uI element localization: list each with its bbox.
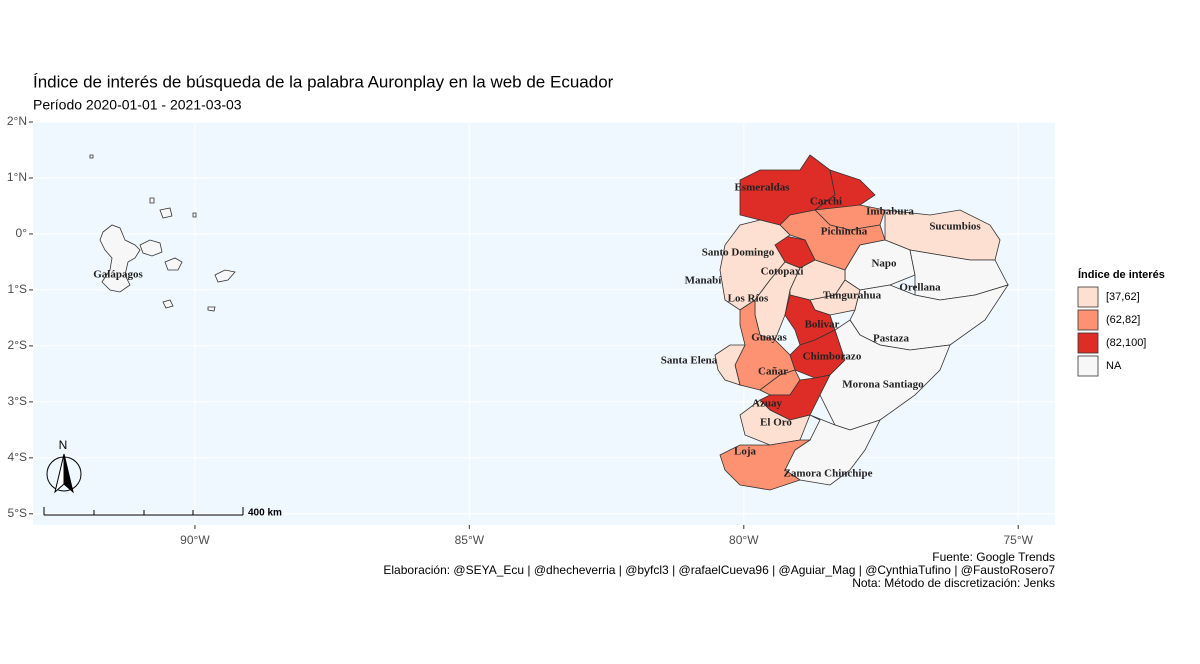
caption-line: Nota: Método de discretización: Jenks (852, 576, 1055, 590)
province-label: Imbabura (866, 206, 914, 218)
province-label: Napo (871, 258, 897, 270)
province-shape (159, 207, 173, 219)
legend-swatch (1077, 332, 1099, 354)
x-tick-label: 80°W (729, 533, 759, 547)
province-label: Santo Domingo (702, 247, 775, 259)
province-label: Pichincha (821, 226, 868, 238)
province-shape (99, 224, 141, 293)
province-label: Morona Santiago (842, 379, 924, 391)
province-shape (207, 306, 216, 312)
caption-line: Elaboración: @SEYA_Ecu | @dhecheverria |… (383, 563, 1055, 577)
legend-label: (62,82] (1106, 314, 1140, 326)
legend-swatch (1077, 355, 1099, 377)
y-tick-label: 0° (16, 226, 28, 240)
x-tick-label: 85°W (455, 533, 485, 547)
y-tick-label: 2°S (8, 338, 27, 352)
province-label: Chimborazo (803, 351, 862, 363)
province-shape (192, 212, 197, 218)
north-label: N (59, 438, 68, 452)
legend-label: (82,100] (1106, 337, 1146, 349)
scale-label: 400 km (248, 508, 282, 519)
province-label: Galápagos (93, 269, 143, 281)
title: Índice de interés de búsqueda de la pala… (33, 72, 614, 91)
province-labels: Galápagos Esmeraldas Carchi Imbabura Pichinc… (93, 182, 981, 480)
legend-title: Índice de interés (1078, 268, 1165, 281)
province-label: El Oro (760, 417, 792, 429)
scale-bar (43, 507, 244, 516)
legend-label: [37,62] (1106, 291, 1140, 303)
subtitle: Período 2020-01-01 - 2021-03-03 (33, 97, 242, 113)
y-tick-label: 5°S (8, 506, 27, 520)
province-shape (714, 344, 746, 386)
province-shape (149, 197, 155, 204)
province-label: Tungurahua (823, 290, 882, 302)
province-label: Azuay (752, 398, 782, 410)
province-label: Cotopaxi (761, 266, 804, 278)
legend-swatch (1077, 309, 1099, 331)
legend: [37,62] (62,82] (82,100] NA (1077, 286, 1146, 377)
province-label: Esmeraldas (735, 182, 791, 194)
province-label: Orellana (899, 282, 941, 294)
province-label: Sucumbios (929, 221, 981, 233)
province-shape (719, 439, 812, 491)
province-label: Pastaza (873, 333, 910, 345)
province-label: Los Ríos (728, 293, 769, 305)
province-shape (139, 239, 163, 257)
province-label: Loja (734, 446, 757, 458)
y-tick-label: 1°S (8, 282, 27, 296)
legend-label: NA (1106, 360, 1122, 372)
y-tick-label: 4°S (8, 450, 27, 464)
north-arrow: N (46, 438, 82, 494)
y-tick-label: 2°N (7, 114, 27, 128)
y-tick-label: 1°N (7, 170, 27, 184)
province-label: Manabí (685, 275, 723, 287)
legend-swatch (1077, 286, 1099, 308)
y-tick-label: 3°S (8, 394, 27, 408)
arrow-right (63, 453, 74, 494)
province-label: Zamora Chinchipe (784, 468, 873, 480)
province-shape (89, 154, 94, 159)
province-label: Santa Elena (661, 355, 718, 367)
province-shape (162, 299, 174, 309)
province-label: Bolivar (805, 319, 840, 331)
province-label: Cañar (758, 366, 788, 378)
province-label: Carchi (810, 196, 842, 208)
x-tick-label: 75°W (1003, 533, 1033, 547)
province-label: Guayas (751, 332, 787, 344)
province-shape (214, 269, 236, 283)
province-shape (164, 257, 183, 271)
caption-line: Fuente: Google Trends (932, 550, 1055, 564)
provinces (89, 154, 1009, 491)
x-tick-label: 90°W (180, 533, 210, 547)
